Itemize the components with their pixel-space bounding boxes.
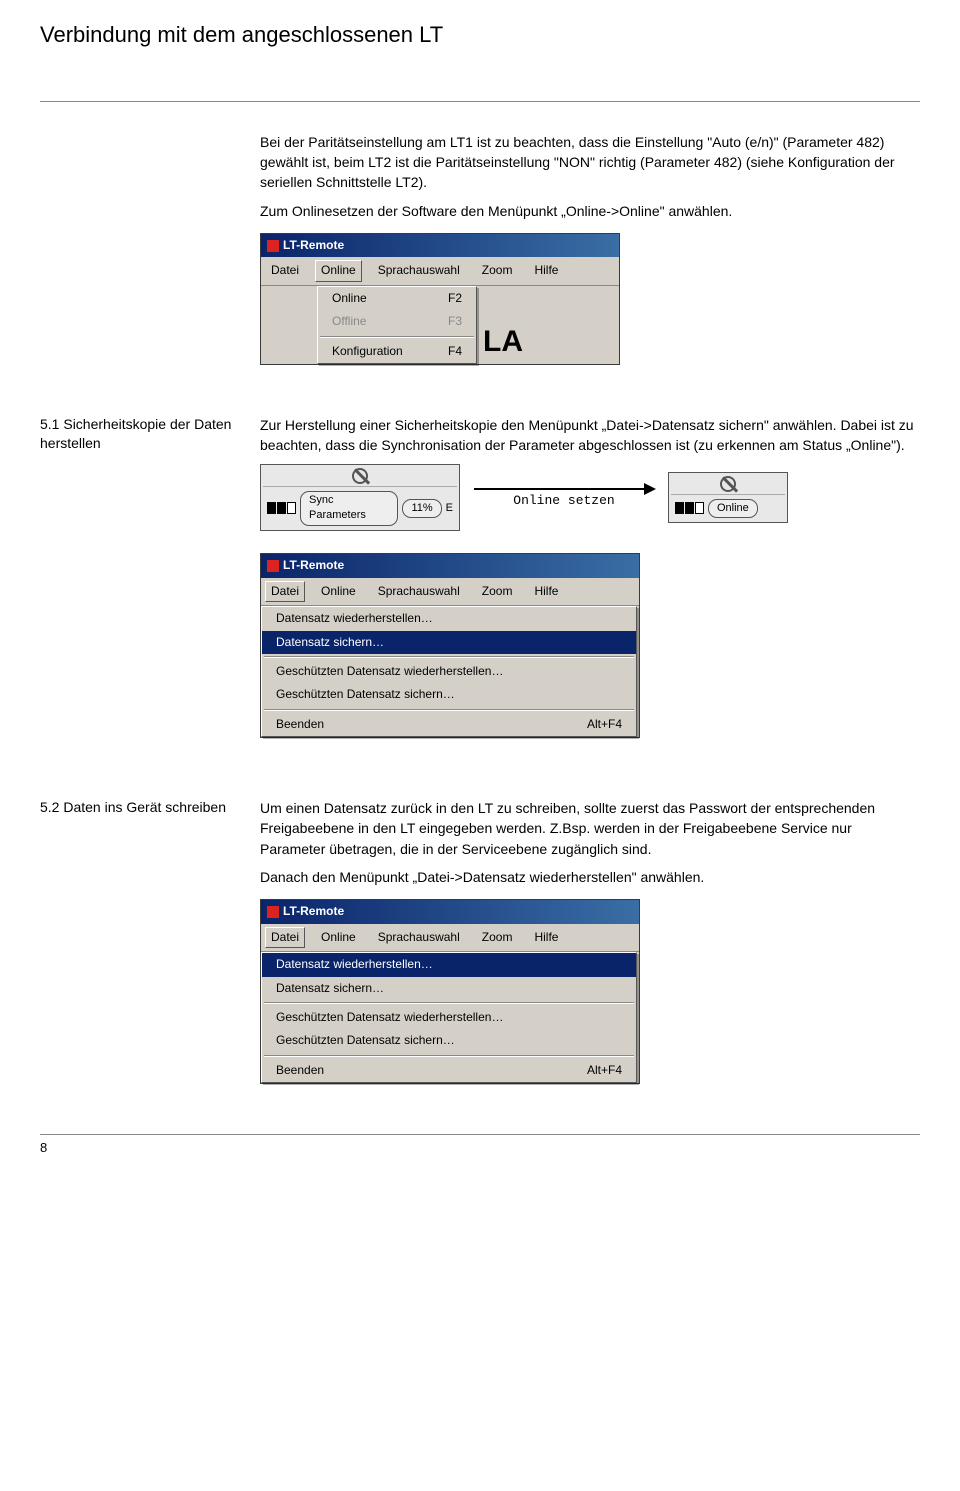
sec51-para: Zur Herstellung einer Sicherheitskopie d… — [260, 415, 920, 456]
menu-datei[interactable]: Datei — [265, 927, 305, 948]
menu-zoom[interactable]: Zoom — [476, 581, 519, 602]
window-title: LT-Remote — [283, 237, 344, 254]
dropdown-sichern[interactable]: Datensatz sichern… — [262, 977, 636, 1000]
arrow-icon — [474, 488, 654, 490]
menu-sprachauswahl[interactable]: Sprachauswahl — [372, 260, 466, 281]
menu-datei[interactable]: Datei — [265, 260, 305, 281]
sync-label: Sync Parameters — [300, 491, 398, 527]
no-entry-icon — [720, 476, 736, 492]
sync-pct: 11% — [402, 499, 441, 519]
dropdown-gwiederherstellen[interactable]: Geschützten Datensatz wiederherstellen… — [262, 660, 636, 683]
app-icon — [267, 560, 279, 572]
window-title: LT-Remote — [283, 903, 344, 920]
divider — [40, 101, 920, 102]
menubar: Datei Online Sprachauswahl Zoom Hilfe — [261, 578, 639, 606]
sync-illustration: Sync Parameters 11% E Online setzen Onli… — [260, 464, 920, 532]
menu-zoom[interactable]: Zoom — [476, 260, 519, 281]
menu-hilfe[interactable]: Hilfe — [528, 581, 564, 602]
intro-para-1: Bei der Paritätseinstellung am LT1 ist z… — [260, 132, 920, 193]
app-icon — [267, 240, 279, 252]
datei-dropdown: Datensatz wiederherstellen… Datensatz si… — [261, 952, 637, 1083]
dropdown-gsichern[interactable]: Geschützten Datensatz sichern… — [262, 683, 636, 706]
sec52-para-1: Um einen Datensatz zurück in den LT zu s… — [260, 798, 920, 859]
sec52-heading: 5.2 Daten ins Gerät schreiben — [40, 798, 260, 1094]
ltremote-window-online: LT-Remote Datei Online Sprachauswahl Zoo… — [260, 233, 620, 365]
side-letters: LA — [477, 320, 523, 364]
menu-online[interactable]: Online — [315, 260, 362, 281]
menu-sprachauswahl[interactable]: Sprachauswahl — [372, 581, 466, 602]
dropdown-online[interactable]: Online F2 — [318, 287, 476, 310]
dropdown-gwiederherstellen[interactable]: Geschützten Datensatz wiederherstellen… — [262, 1006, 636, 1029]
page-number: 8 — [40, 1134, 920, 1157]
sync-tail: E — [446, 501, 453, 517]
dropdown-beenden[interactable]: BeendenAlt+F4 — [262, 713, 636, 736]
menubar: Datei Online Sprachauswahl Zoom Hilfe — [261, 924, 639, 952]
online-dropdown: Online F2 Offline F3 Konfiguration F4 — [317, 286, 477, 364]
menu-datei[interactable]: Datei — [265, 581, 305, 602]
dropdown-wiederherstellen[interactable]: Datensatz wiederherstellen… — [262, 607, 636, 630]
arrow-label: Online setzen — [464, 492, 664, 511]
dropdown-wiederherstellen[interactable]: Datensatz wiederherstellen… — [262, 953, 636, 976]
sec52-para-2: Danach den Menüpunkt „Datei->Datensatz w… — [260, 867, 920, 887]
dropdown-konfig[interactable]: Konfiguration F4 — [318, 340, 476, 363]
intro-para-2: Zum Onlinesetzen der Software den Menüpu… — [260, 201, 920, 221]
menu-online[interactable]: Online — [315, 581, 362, 602]
page-title: Verbindung mit dem angeschlossenen LT — [40, 20, 920, 51]
dropdown-beenden[interactable]: BeendenAlt+F4 — [262, 1059, 636, 1082]
no-entry-icon — [352, 468, 368, 484]
datei-dropdown: Datensatz wiederherstellen… Datensatz si… — [261, 606, 637, 737]
ltremote-window-datei-sichern: LT-Remote Datei Online Sprachauswahl Zoo… — [260, 553, 640, 738]
dropdown-sichern[interactable]: Datensatz sichern… — [262, 631, 636, 654]
menu-zoom[interactable]: Zoom — [476, 927, 519, 948]
menu-sprachauswahl[interactable]: Sprachauswahl — [372, 927, 466, 948]
online-label: Online — [708, 499, 758, 519]
menu-online[interactable]: Online — [315, 927, 362, 948]
menu-hilfe[interactable]: Hilfe — [528, 260, 564, 281]
dropdown-offline: Offline F3 — [318, 310, 476, 333]
menubar: Datei Online Sprachauswahl Zoom Hilfe — [261, 257, 619, 285]
ltremote-window-datei-wieder: LT-Remote Datei Online Sprachauswahl Zoo… — [260, 899, 640, 1084]
dropdown-gsichern[interactable]: Geschützten Datensatz sichern… — [262, 1029, 636, 1052]
sec51-heading: 5.1 Sicherheitskopie der Daten herstelle… — [40, 415, 260, 748]
menu-hilfe[interactable]: Hilfe — [528, 927, 564, 948]
window-title: LT-Remote — [283, 557, 344, 574]
app-icon — [267, 906, 279, 918]
